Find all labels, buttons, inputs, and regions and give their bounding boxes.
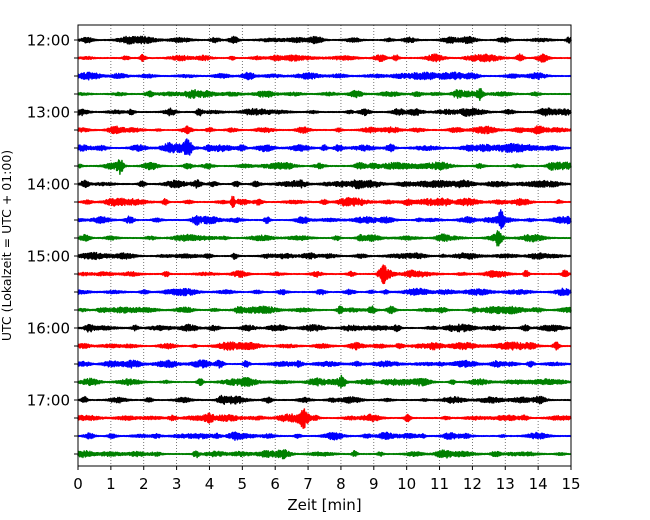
x-tick-label-1: 1 [106,475,116,493]
x-tick-label-15: 15 [561,475,580,493]
trace-1545 [77,305,572,315]
seismic-traces [77,35,572,460]
y-tick-label-2: 14:00 [27,176,70,194]
trace-1745 [77,449,572,460]
y-tick-label-3: 15:00 [27,248,70,266]
x-tick-label-9: 9 [369,475,379,493]
x-tick-label-14: 14 [529,475,548,493]
x-tick-label-7: 7 [303,475,313,493]
trace-1645 [77,374,572,389]
y-tick-label-1: 13:00 [27,104,70,122]
x-axis-ticks: 0 1 2 3 4 5 6 7 8 9 10 11 12 13 14 15 [73,466,581,493]
trace-1245 [77,88,572,102]
trace-1415 [77,195,572,208]
trace-1530 [77,287,572,297]
plot-frame [77,24,572,467]
trace-1215 [77,53,572,63]
y-tick-label-0: 12:00 [27,32,70,50]
x-tick-label-11: 11 [430,475,449,493]
trace-1430 [77,209,572,230]
x-tick-label-5: 5 [238,475,248,493]
trace-1700 [77,394,572,405]
y-axis-ticks: 12:00 13:00 14:00 15:00 16:00 17:00 [27,32,78,455]
trace-1200 [77,35,572,45]
x-tick-label-3: 3 [172,475,182,493]
y-tick-label-5: 17:00 [27,392,70,410]
x-tick-label-6: 6 [270,475,280,493]
x-tick-label-8: 8 [336,475,346,493]
trace-1400 [77,179,572,190]
trace-1315 [77,125,572,135]
x-tick-label-4: 4 [205,475,215,493]
trace-1300 [77,107,572,117]
x-tick-label-12: 12 [463,475,482,493]
y-axis-label: UTC (Lokalzeit = UTC + 01:00) [0,150,14,341]
trace-1445 [77,230,572,247]
trace-1345 [77,159,572,176]
trace-1230 [77,71,572,81]
trace-1630 [77,359,572,369]
trace-1730 [77,431,572,441]
x-tick-label-10: 10 [397,475,416,493]
plot-background [78,25,571,466]
trace-1615 [77,341,572,351]
trace-1715 [77,408,572,429]
y-tick-label-4: 16:00 [27,320,70,338]
trace-1600 [77,323,572,333]
x-tick-label-13: 13 [496,475,515,493]
x-tick-label-2: 2 [139,475,149,493]
x-axis-label: Zeit [min] [287,496,361,514]
trace-1515 [77,264,572,285]
trace-1500 [77,251,572,261]
trace-1330 [77,138,572,156]
x-tick-label-0: 0 [73,475,83,493]
